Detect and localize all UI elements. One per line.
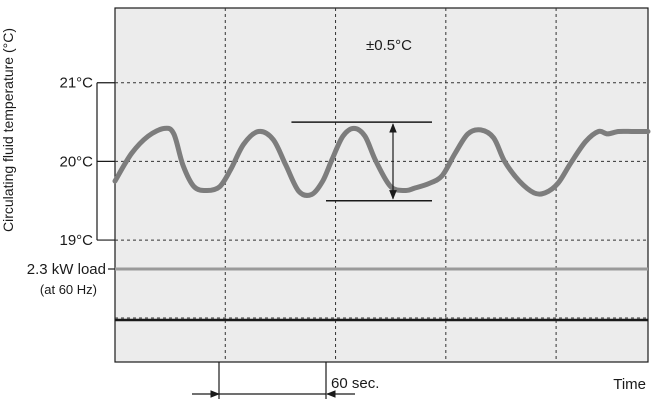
y-axis-label: Circulating fluid temperature (°C): [0, 28, 16, 232]
load-sublabel: (at 60 Hz): [40, 282, 97, 297]
stability-label: ±0.5°C: [366, 37, 412, 54]
y-axis-ticks: 21°C 20°C 19°C: [59, 75, 115, 249]
interval-label: 60 sec.: [331, 375, 379, 392]
y-tick-label: 20°C: [59, 153, 93, 170]
y-tick-label: 19°C: [59, 232, 93, 249]
stability-band: [291, 121, 432, 202]
y-tick-label: 21°C: [59, 75, 93, 92]
x-axis-label: Time: [613, 376, 646, 393]
load-label: 2.3 kW load: [27, 261, 106, 278]
temperature-series-line: [112, 125, 651, 198]
